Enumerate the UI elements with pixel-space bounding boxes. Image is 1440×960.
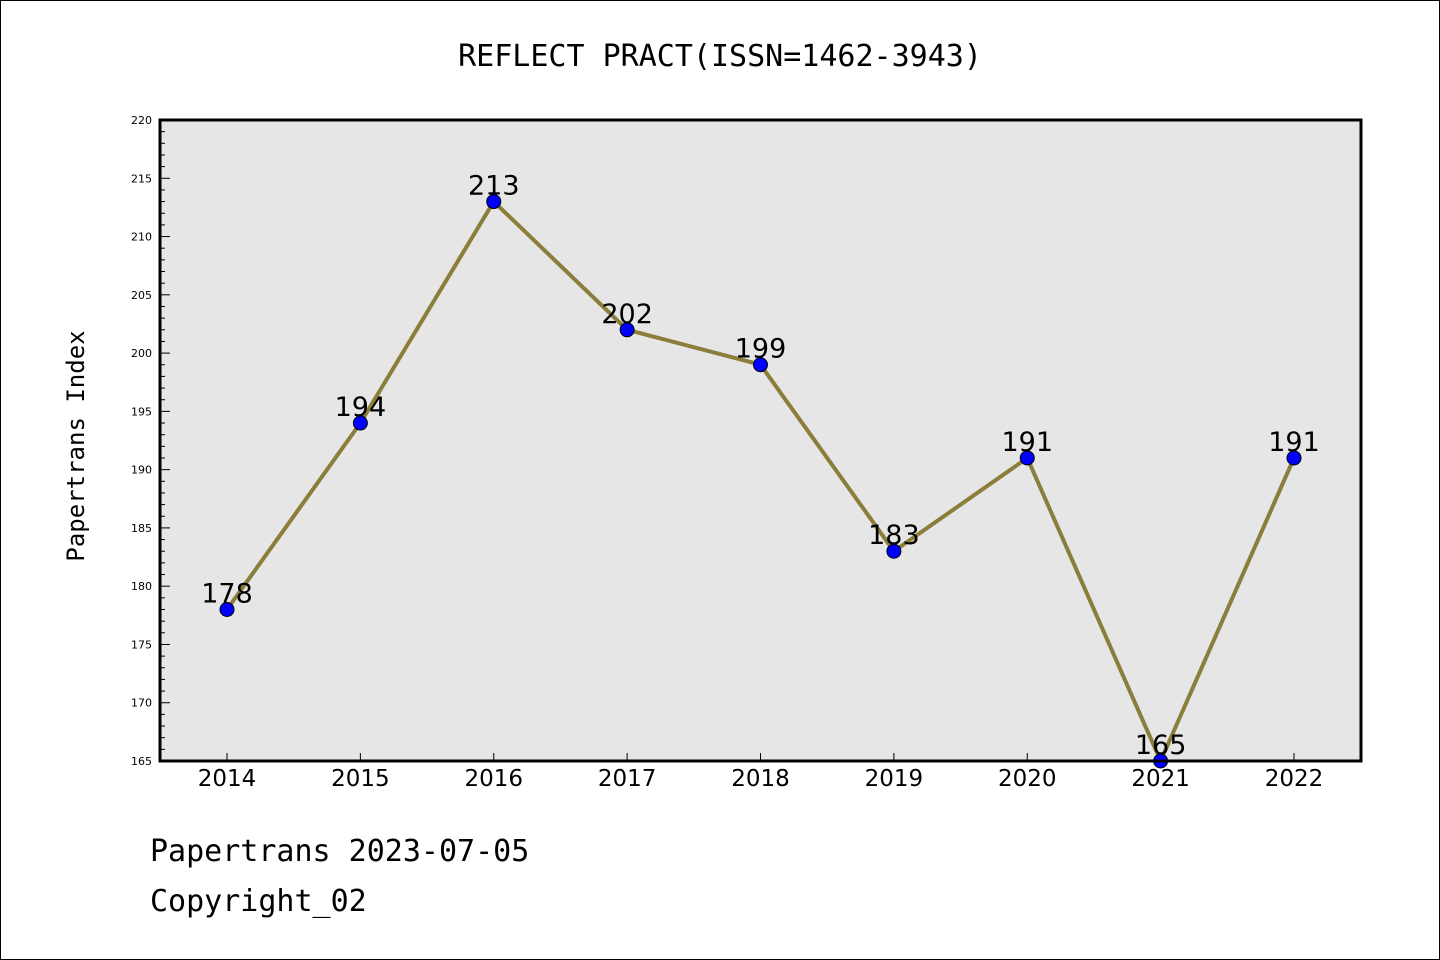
- data-label: 183: [868, 520, 920, 551]
- y-tick-label: 180: [131, 580, 152, 593]
- markers-group: [219, 194, 1302, 769]
- data-label: 194: [335, 392, 387, 423]
- x-tick-label: 2019: [865, 766, 924, 792]
- y-tick-label: 175: [131, 638, 152, 651]
- y-tick-label: 210: [131, 231, 152, 244]
- data-point-marker: [619, 322, 635, 338]
- x-tick-label: 2015: [331, 766, 390, 792]
- data-point-marker: [1286, 450, 1302, 466]
- y-tick-label: 215: [131, 172, 152, 185]
- data-label: 191: [1268, 427, 1320, 458]
- data-label: 202: [601, 299, 653, 330]
- data-point-marker: [219, 601, 235, 617]
- plot-border: [158, 118, 1363, 763]
- data-point-marker: [352, 415, 368, 431]
- y-tick-label: 165: [131, 755, 152, 768]
- data-point-marker: [1019, 450, 1035, 466]
- x-tick-label: 2022: [1265, 766, 1324, 792]
- y-axis-label: Papertrans Index: [62, 330, 90, 561]
- y-tick-label: 190: [131, 464, 152, 477]
- y-tick-label: 205: [131, 289, 152, 302]
- x-tick-label: 2017: [598, 766, 657, 792]
- x-tick-label: 2014: [198, 766, 257, 792]
- data-label: 199: [735, 334, 787, 365]
- data-point-marker: [753, 357, 768, 373]
- data-point-marker: [886, 543, 902, 559]
- data-label: 178: [201, 578, 253, 609]
- y-tick-label: 185: [131, 522, 152, 535]
- y-tick-label: 195: [131, 405, 152, 418]
- data-point-marker: [486, 194, 502, 210]
- y-tick-label: 220: [131, 114, 152, 127]
- y-tick-label: 200: [131, 347, 152, 360]
- footer-copyright-line: Copyright_02: [150, 884, 367, 919]
- x-tick-label: 2018: [731, 766, 790, 792]
- y-tick-labels: 165 170 175 180 185 190 195 200 205 210 215 220: [131, 114, 152, 768]
- data-labels-group: 178 194 213 202 199 183 191 165 191: [201, 171, 1320, 761]
- plot-area: [160, 120, 1361, 761]
- data-label: 191: [1001, 427, 1053, 458]
- chart-title: REFLECT PRACT(ISSN=1462-3943): [458, 39, 982, 74]
- footer-date-line: Papertrans 2023-07-05: [150, 834, 530, 869]
- x-tick-label: 2016: [464, 766, 523, 792]
- x-tick-label: 2020: [998, 766, 1057, 792]
- x-tick-labels: 2014 2015 2016 2017 2018 2019 2020 2021 2022: [198, 766, 1324, 792]
- x-tick-label: 2021: [1131, 766, 1190, 792]
- data-label: 165: [1135, 730, 1187, 761]
- y-tick-label: 170: [131, 697, 152, 710]
- data-label: 213: [468, 171, 520, 202]
